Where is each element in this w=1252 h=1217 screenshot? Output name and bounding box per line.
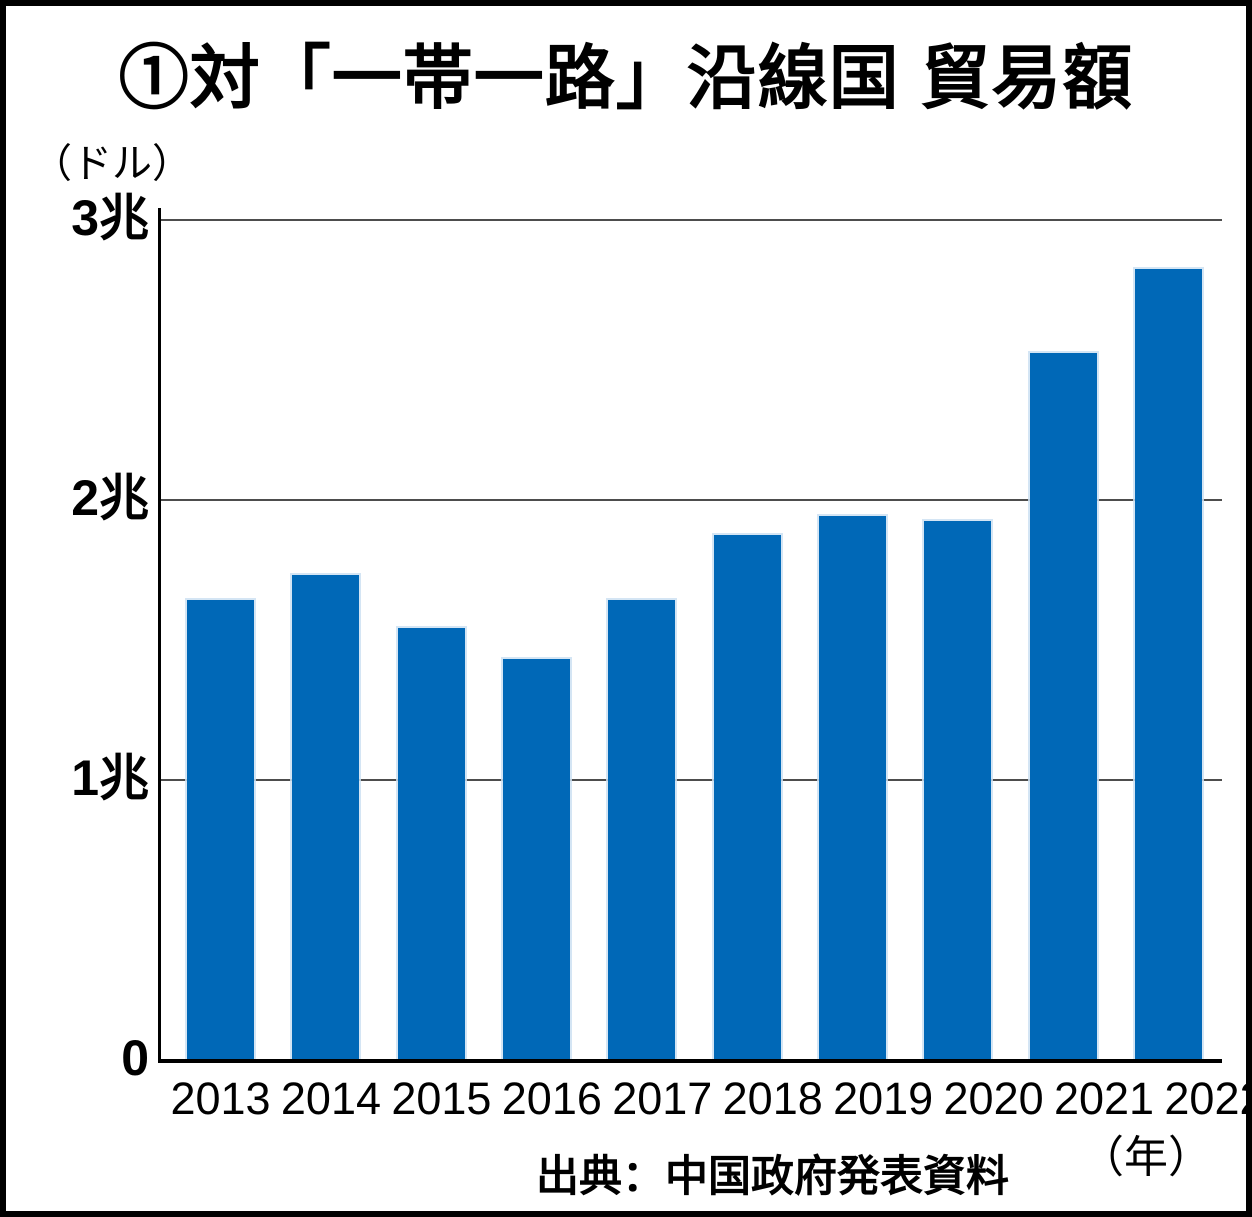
bars-container (161, 208, 1222, 1059)
bar-2018 (713, 535, 781, 1059)
y-tick-label-3: 3兆 (71, 190, 149, 246)
chart-title: ①対「一帯一路」沿線国 貿易額 (118, 39, 1134, 117)
y-tick-label-1: 1兆 (71, 750, 149, 806)
y-tick-label-0: 0 (121, 1030, 149, 1086)
x-tick-label-2015: 2015 (391, 1073, 492, 1124)
x-label-cell-2020: 2020 (944, 1076, 1044, 1121)
x-axis-line (158, 1059, 1222, 1063)
y-tick-label-2: 2兆 (71, 470, 149, 526)
bar-2020 (924, 521, 992, 1059)
bar-2021 (1029, 353, 1097, 1059)
x-label-cell-2017: 2017 (612, 1076, 712, 1121)
gridline-3 (161, 219, 1222, 221)
x-tick-label-2019: 2019 (833, 1073, 934, 1124)
plot-area (158, 208, 1222, 1063)
x-tick-label-2016: 2016 (501, 1073, 602, 1124)
x-label-cell-2021: 2021 (1054, 1076, 1154, 1121)
x-axis-unit-label: （年） (1080, 1133, 1212, 1182)
x-tick-label-2014: 2014 (280, 1073, 381, 1124)
x-tick-label-2013: 2013 (170, 1073, 271, 1124)
bar-2017 (608, 600, 676, 1059)
bar-2016 (502, 659, 570, 1059)
x-tick-label-2020: 2020 (943, 1073, 1044, 1124)
bar-2014 (292, 575, 360, 1059)
y-axis-unit-label: （ドル） (32, 141, 192, 186)
x-tick-label-2022: 2022 (1164, 1073, 1246, 1124)
y-tick-labels: 0 1兆 2兆 3兆 (6, 6, 149, 1211)
x-label-cell-2016: 2016 (502, 1076, 602, 1121)
x-tick-label-2017: 2017 (612, 1073, 713, 1124)
gridline-1 (161, 779, 1222, 781)
bar-2015 (397, 628, 465, 1059)
x-label-cell-2019: 2019 (833, 1076, 933, 1121)
x-label-cell-2013: 2013 (170, 1076, 270, 1121)
x-label-cell-2014: 2014 (281, 1076, 381, 1121)
x-tick-label-2021: 2021 (1053, 1073, 1155, 1124)
y-axis-line (158, 208, 161, 1059)
source-caption: 出典：中国政府発表資料 (536, 1154, 1009, 1201)
bar-2019 (818, 516, 886, 1059)
x-label-cell-2022: 2022 (1164, 1076, 1246, 1121)
x-tick-label-2018: 2018 (722, 1073, 823, 1124)
bar-2022 (1134, 269, 1202, 1059)
x-label-cell-2018: 2018 (723, 1076, 823, 1121)
x-label-cell-2015: 2015 (391, 1076, 491, 1121)
bar-2013 (187, 600, 254, 1059)
x-tick-labels: 2013201420152016201720182019202020212022 (161, 1076, 1246, 1121)
gridline-2 (161, 499, 1222, 501)
